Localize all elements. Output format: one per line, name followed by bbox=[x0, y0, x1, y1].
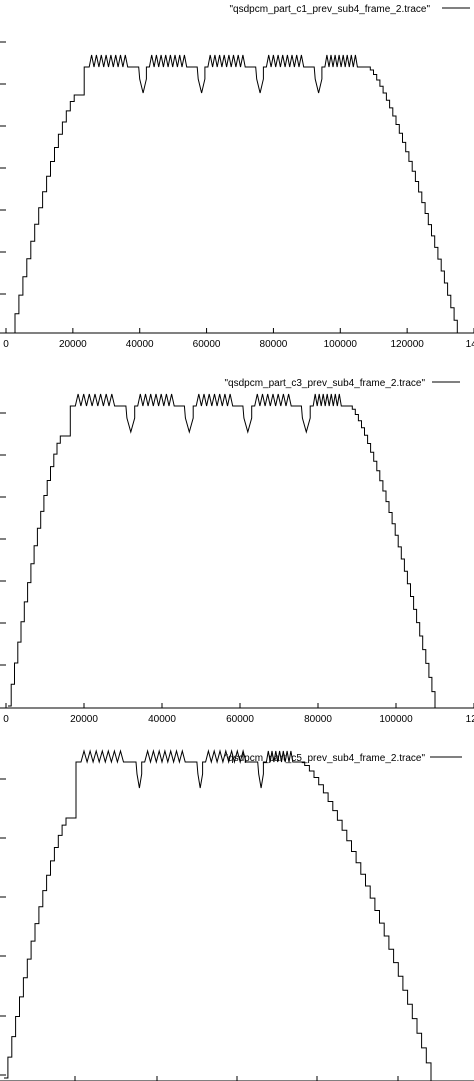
x-tick-label: 20000 bbox=[59, 339, 87, 350]
legend-label: "qsdpcm_part_c1_prev_sub4_frame_2.trace" bbox=[229, 4, 430, 15]
x-tick-label: 140 bbox=[466, 339, 474, 350]
x-tick-label: 120 bbox=[466, 714, 474, 725]
series-line bbox=[4, 749, 432, 1081]
x-tick-label: 40000 bbox=[148, 714, 176, 725]
series-line bbox=[11, 54, 458, 334]
legend-label: "qsdpcm_part_c5_prev_sub4_frame_2.trace" bbox=[224, 753, 425, 764]
x-tick-label: 40000 bbox=[126, 339, 154, 350]
x-tick-label: 120000 bbox=[390, 339, 424, 350]
chart-panel-2: 0 20000 40000 60000 80000 100000 120 "qsdpcm_pa… bbox=[0, 378, 474, 725]
x-tick-label: 100000 bbox=[379, 714, 413, 725]
chart-panel-1: 0 20000 40000 60000 80000 100000 120000 140 "qsd… bbox=[0, 4, 474, 350]
x-tick-label: 0 bbox=[3, 714, 9, 725]
chart-panel-3: "qsdpcm_part_c5_prev_sub4_frame_2.trace" bbox=[0, 749, 474, 1081]
x-tick-label: 20000 bbox=[70, 714, 98, 725]
series-line bbox=[8, 393, 436, 708]
x-tick-label: 60000 bbox=[226, 714, 254, 725]
legend-label: "qsdpcm_part_c3_prev_sub4_frame_2.trace" bbox=[224, 378, 425, 389]
x-tick-label: 80000 bbox=[304, 714, 332, 725]
x-tick-label: 0 bbox=[3, 339, 9, 350]
x-tick-label: 80000 bbox=[260, 339, 288, 350]
x-tick-label: 100000 bbox=[324, 339, 358, 350]
x-tick-label: 60000 bbox=[193, 339, 221, 350]
